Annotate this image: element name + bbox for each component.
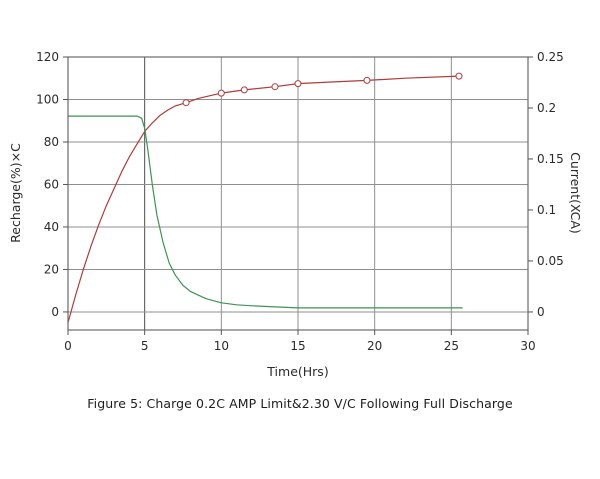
right-tick-label: 0.1 xyxy=(537,203,556,217)
x-tick-label: 15 xyxy=(290,339,305,353)
data-point-marker xyxy=(363,76,371,84)
line-chart: 0 5 10 15 20 25 30 0 20 40 60 80 100 120 0 0.05 0.1 0.15 0… xyxy=(8,50,583,379)
x-tick-label: 30 xyxy=(520,339,535,353)
left-tick-label: 0 xyxy=(51,305,59,319)
right-tick-label: 0.25 xyxy=(537,50,564,64)
right-tick-label: 0.2 xyxy=(537,101,556,115)
x-tick-label: 25 xyxy=(444,339,459,353)
data-point-marker xyxy=(455,72,463,80)
gridlines xyxy=(68,57,528,330)
left-tick-label: 100 xyxy=(36,92,59,106)
left-tick-label: 120 xyxy=(36,50,59,64)
left-tick-label: 20 xyxy=(44,262,59,276)
axes: 0 5 10 15 20 25 30 0 20 40 60 80 100 120 0 0.05 0.1 0.15 0… xyxy=(36,50,564,353)
right-axis-title: Current(XCA) xyxy=(568,152,583,234)
right-tick-label: 0.15 xyxy=(537,152,564,166)
figure-caption: Figure 5: Charge 0.2C AMP Limit&2.30 V/C… xyxy=(87,396,513,411)
data-point-marker xyxy=(294,80,302,88)
x-tick-label: 20 xyxy=(367,339,382,353)
x-tick-label: 10 xyxy=(214,339,229,353)
left-axis-title: Recharge(%)×C xyxy=(8,143,23,243)
x-axis-title: Time(Hrs) xyxy=(266,364,328,379)
left-tick-label: 80 xyxy=(44,135,59,149)
right-tick-label: 0 xyxy=(537,305,545,319)
data-point-marker xyxy=(271,83,279,91)
left-tick-label: 60 xyxy=(44,177,59,191)
right-tick-label: 0.05 xyxy=(537,254,564,268)
series-line-left xyxy=(67,75,460,324)
x-tick-label: 5 xyxy=(141,339,149,353)
data-point-marker xyxy=(182,99,190,107)
left-tick-label: 40 xyxy=(44,220,59,234)
data-point-marker xyxy=(217,89,225,97)
data-point-marker xyxy=(240,86,248,94)
x-tick-label: 0 xyxy=(64,339,72,353)
series-lines xyxy=(67,72,463,324)
series-line-right xyxy=(67,115,463,309)
